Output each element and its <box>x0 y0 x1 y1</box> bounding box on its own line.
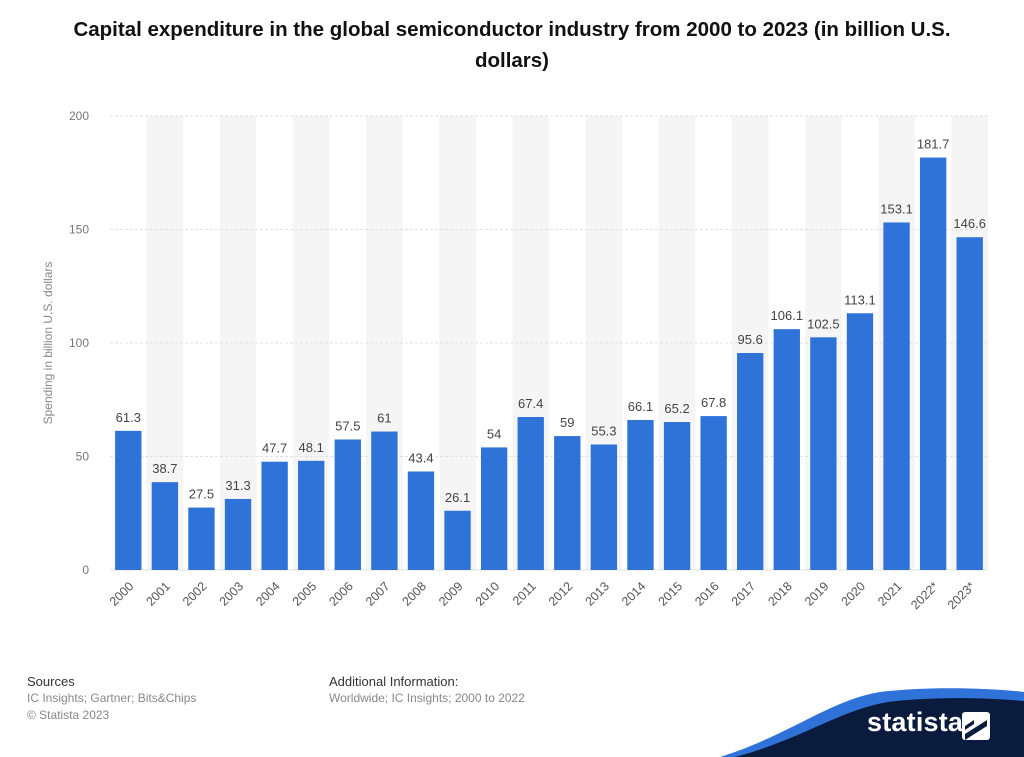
bar-2016 <box>700 416 727 570</box>
data-label: 47.7 <box>262 441 287 456</box>
bar-2014 <box>627 419 654 570</box>
copyright-text: © Statista 2023 <box>27 708 110 722</box>
data-label: 61 <box>377 411 391 426</box>
sources-text[interactable]: IC Insights; Gartner; Bits&Chips <box>27 691 197 705</box>
data-label: 113.1 <box>844 292 876 307</box>
data-label: 31.3 <box>225 478 250 493</box>
y-tick-label: 0 <box>82 563 89 577</box>
data-label: 48.1 <box>299 440 324 455</box>
chart-title: Capital expenditure in the global semico… <box>73 18 951 72</box>
data-label: 102.5 <box>807 316 840 331</box>
bar-2006 <box>334 439 361 570</box>
data-label: 146.6 <box>953 216 986 231</box>
data-label: 66.1 <box>628 399 653 414</box>
data-label: 67.8 <box>701 395 726 410</box>
bar-2002 <box>188 507 215 570</box>
bar-2003 <box>224 498 252 570</box>
data-label: 106.1 <box>771 308 804 323</box>
bar-2005 <box>298 460 325 570</box>
data-label: 55.3 <box>591 423 616 438</box>
bar-2015 <box>663 421 691 570</box>
statista-logo-icon <box>962 712 990 740</box>
bar-2010 <box>480 447 508 570</box>
data-label: 59 <box>560 415 574 430</box>
bar-2019 <box>810 337 837 570</box>
additional-info-text: Worldwide; IC Insights; 2000 to 2022 <box>329 691 525 705</box>
y-tick-label: 100 <box>69 336 89 350</box>
bar-2021 <box>883 222 910 570</box>
bar-2020 <box>846 313 874 570</box>
data-label: 153.1 <box>880 201 913 216</box>
data-label: 67.4 <box>518 396 543 411</box>
bar-2007 <box>371 431 398 570</box>
data-label: 26.1 <box>445 490 470 505</box>
statista-logo[interactable]: statista <box>867 707 964 737</box>
bar-2013 <box>590 444 618 570</box>
bar-2012 <box>554 436 581 570</box>
data-label: 27.5 <box>189 487 214 502</box>
data-label: 38.7 <box>152 461 177 476</box>
bar-2001 <box>151 482 179 570</box>
bar-2009 <box>444 510 471 570</box>
bar-2000 <box>115 430 142 570</box>
sources-heading: Sources <box>27 674 75 689</box>
data-label: 61.3 <box>116 410 141 425</box>
bar-2023* <box>956 237 983 570</box>
data-label: 43.4 <box>408 450 433 465</box>
bar-2017 <box>737 352 764 570</box>
data-label: 65.2 <box>664 401 689 416</box>
data-label: 95.6 <box>738 332 763 347</box>
bar-2008 <box>407 471 435 570</box>
data-label: 54 <box>487 426 501 441</box>
bar-2004 <box>261 461 288 570</box>
y-tick-label: 200 <box>69 109 89 123</box>
bar-2011 <box>517 417 544 570</box>
bar-chart: 0 50 100 150 200 Spending in billion U.S. dol… <box>41 109 988 612</box>
y-tick-label: 50 <box>76 450 90 464</box>
y-axis-title: Spending in billion U.S. dollars <box>41 262 55 425</box>
bar-2022* <box>919 157 947 570</box>
bar-2018 <box>773 329 800 570</box>
additional-info-heading: Additional Information: <box>329 674 459 689</box>
data-label: 57.5 <box>335 418 360 433</box>
y-tick-label: 150 <box>69 223 89 237</box>
data-label: 181.7 <box>917 137 950 152</box>
